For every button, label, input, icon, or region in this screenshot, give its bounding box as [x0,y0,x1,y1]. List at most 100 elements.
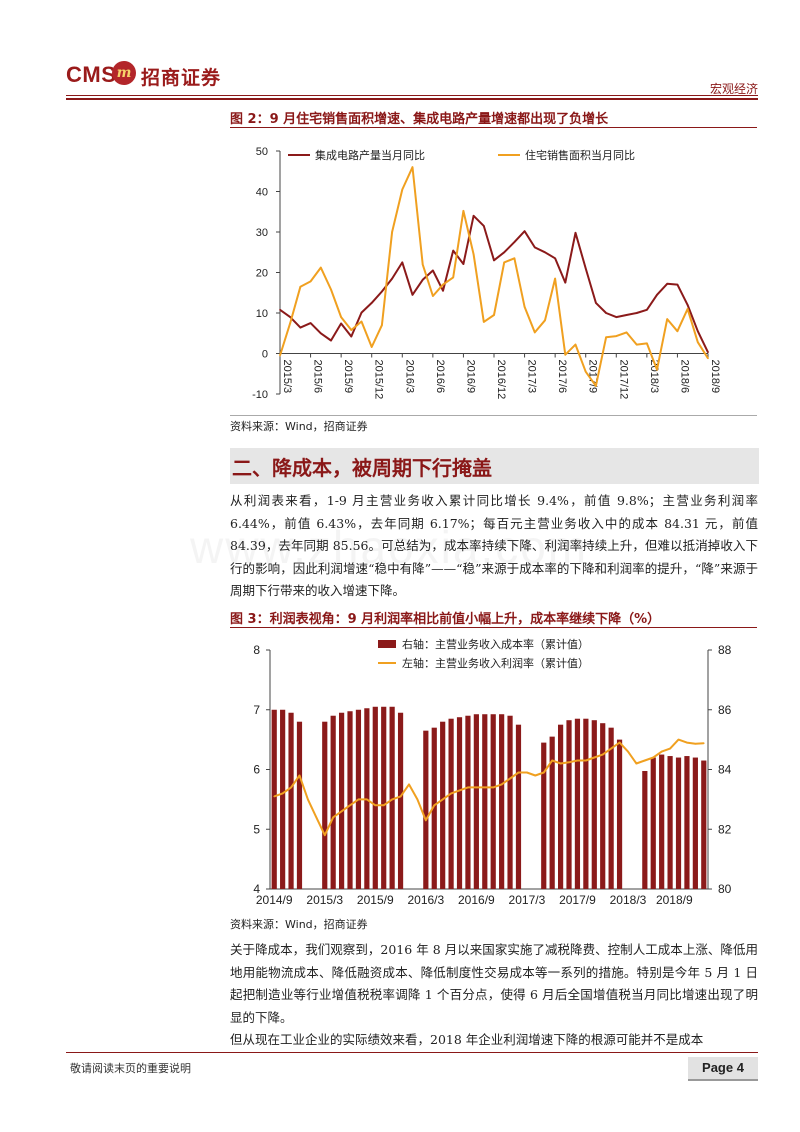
figure-2-source: 资料来源：Wind，招商证券 [230,420,368,433]
data-point [533,331,536,334]
data-point [309,322,312,324]
data-point [644,759,646,762]
data-point [702,742,705,745]
x-tick-label: 2017/3 [526,360,538,394]
data-point [411,166,414,168]
figure-2-title: 图 2：9 月住宅销售面积增速、集成电路产量增速都出现了负增长 [230,112,609,127]
data-point [666,318,669,320]
data-point [601,753,604,756]
cost-ratio-bar [650,757,656,889]
figure-3-title-rule [230,627,757,628]
data-point [509,777,511,780]
data-point [551,759,553,762]
data-point [340,810,343,813]
data-point [290,786,292,789]
cost-ratio-bar [701,760,707,889]
section-heading-band [230,448,759,484]
data-point [381,324,383,326]
data-point [374,804,377,807]
data-point [299,326,302,329]
data-point [391,798,393,801]
legend-label-bar: 右轴：主营业务收入成本率（累计值） [402,637,589,651]
x-tick-label: 2015/9 [342,360,354,394]
data-point [442,289,444,292]
data-point [635,343,638,346]
data-point [564,281,567,284]
cost-ratio-bar [566,720,572,889]
company-logo-latin: CMS [66,62,117,87]
data-point [544,251,546,254]
page-number: Page 4 [688,1057,758,1081]
cost-ratio-bar [440,721,446,889]
data-point [656,293,658,296]
data-point [289,322,291,324]
section-2-paragraph: 从利润表来看，1-9 月主营业务收入累计同比增长 9.4%，前值 9.8%；主营… [230,493,758,599]
data-point [370,302,373,304]
x-tick-label: 2017/9 [559,893,596,907]
data-point [340,316,342,318]
data-point [635,762,638,765]
data-point [493,259,495,262]
data-point [467,786,469,789]
y-tick-label: 0 [262,349,268,361]
cost-ratio-bar [288,712,294,889]
cost-ratio-bar [296,721,303,889]
data-point [366,798,368,801]
cost-ratio-bar [271,709,277,889]
cost-ratio-bar [397,712,404,889]
data-point [381,290,383,293]
cost-ratio-bar [667,756,673,889]
data-point [697,330,699,333]
cost-ratio-bar [465,715,471,889]
profit-margin-line [273,738,704,837]
data-point [391,277,393,280]
x-tick-label: 2016/9 [458,893,495,907]
cost-ratio-bar [507,715,513,889]
data-point [425,819,427,822]
legend-swatch-bar [378,640,396,648]
x-tick-label: 2016/12 [495,360,507,400]
data-point [676,283,679,286]
cost-ratio-bar [280,709,286,889]
company-logo-chinese: 招商证券 [141,67,222,89]
cost-ratio-bar [347,711,353,889]
left-tick-label: 6 [253,763,260,777]
data-point [584,370,587,373]
right-tick-label: 86 [718,703,732,717]
data-point [349,804,351,807]
data-point [646,342,648,345]
data-point [503,261,505,264]
data-point [554,257,556,260]
cost-ratio-bar [692,757,698,889]
right-tick-label: 84 [718,763,732,777]
y-tick-label: 10 [256,308,268,320]
data-point [450,792,452,795]
data-point [500,783,503,786]
y-tick-label: 20 [256,268,268,280]
data-point [452,276,455,279]
disclaimer-note: 敬请阅读末页的重要说明 [70,1062,191,1075]
left-tick-label: 8 [253,643,260,657]
data-point [615,335,618,337]
left-tick-label: 4 [253,882,260,896]
cost-ratio-bar [591,720,597,889]
data-point [574,232,577,234]
data-point [533,246,536,249]
cost-ratio-bar [515,724,522,889]
cost-ratio-bar [322,721,328,889]
footer-divider [66,1052,758,1053]
cost-ratio-bar [659,754,665,889]
data-point [669,747,671,750]
section-heading: 二、降成本，被周期下行掩盖 [232,456,492,480]
y-tick-label: -10 [252,389,268,401]
cost-ratio-bar [684,756,690,889]
cost-ratio-bar [675,757,682,889]
data-point [330,288,332,291]
cost-reduction-paragraph: 关于降成本，我们观察到，2016 年 8 月以来国家实施了减税降费、控制人工成本… [230,942,758,1025]
data-point [615,316,618,318]
data-point [517,771,520,774]
cost-ratio-bar [557,724,564,889]
data-point [686,308,689,310]
legend-label: 集成电路产量当月同比 [315,148,425,162]
